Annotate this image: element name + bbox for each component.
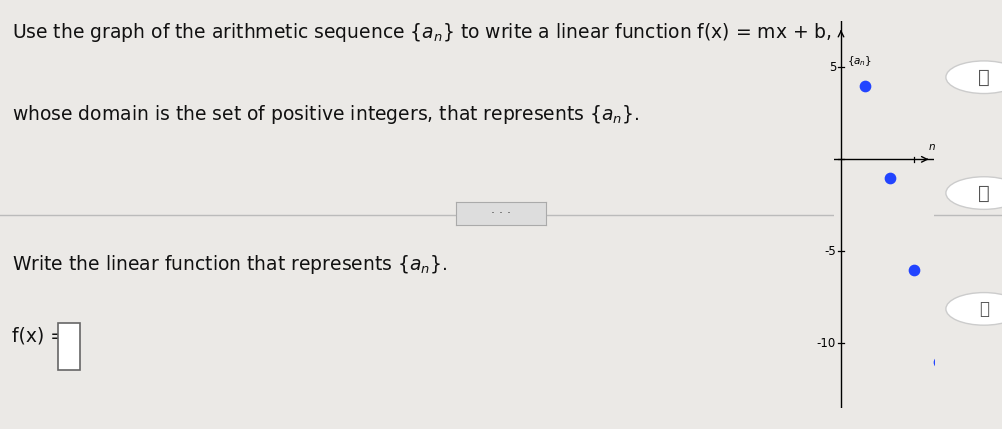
Point — [906, 266, 922, 273]
Text: 5: 5 — [829, 61, 836, 74]
Text: ⧉: ⧉ — [979, 300, 989, 318]
Bar — [58, 323, 80, 370]
Point — [858, 82, 874, 89]
Text: Use the graph of the arithmetic sequence $\{a_n\}$ to write a linear function f(: Use the graph of the arithmetic sequence… — [12, 21, 832, 45]
Text: -5: -5 — [825, 245, 836, 258]
Text: $n$: $n$ — [928, 142, 936, 152]
Text: 🔍: 🔍 — [978, 68, 990, 87]
Text: -10: -10 — [817, 337, 836, 350]
Text: whose domain is the set of positive integers, that represents $\{a_n\}$.: whose domain is the set of positive inte… — [12, 103, 639, 126]
Text: $\{a_n\}$: $\{a_n\}$ — [847, 54, 873, 68]
Point — [931, 358, 947, 365]
Text: Write the linear function that represents $\{a_n\}$.: Write the linear function that represent… — [12, 253, 448, 276]
Text: f(x) =: f(x) = — [12, 326, 66, 345]
Text: 🔍: 🔍 — [978, 184, 990, 202]
Text: · · ·: · · · — [491, 207, 511, 220]
Point — [882, 174, 898, 181]
